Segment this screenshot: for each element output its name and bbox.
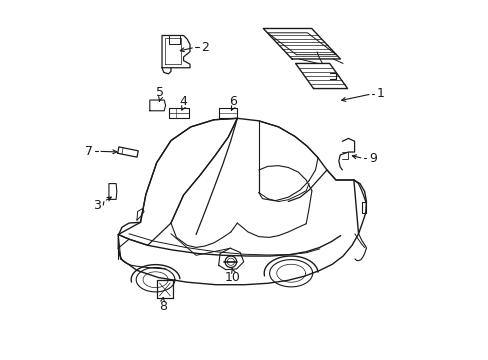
Text: 10: 10 [224, 271, 241, 284]
Text: 4: 4 [179, 95, 187, 108]
Text: 9: 9 [368, 152, 376, 165]
Text: 8: 8 [159, 300, 166, 313]
Text: 5: 5 [156, 86, 164, 99]
Text: 6: 6 [228, 95, 237, 108]
Text: 7: 7 [84, 145, 92, 158]
Text: 1: 1 [376, 87, 384, 100]
Text: 3: 3 [93, 199, 101, 212]
Text: 2: 2 [201, 41, 208, 54]
